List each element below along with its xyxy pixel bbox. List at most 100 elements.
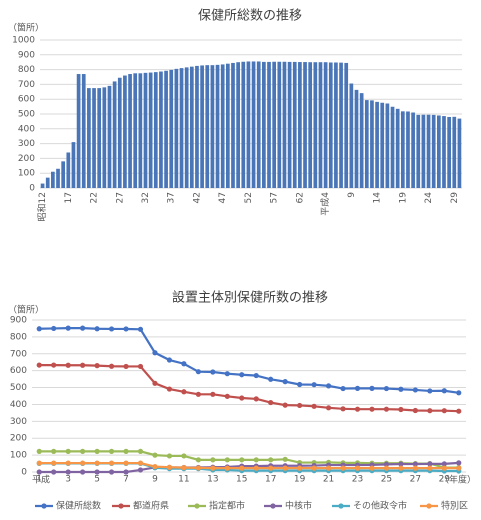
series-point: [456, 390, 462, 396]
x-tick-label: 32: [141, 192, 151, 203]
bar: [421, 114, 426, 188]
y-tick-label: 500: [18, 110, 35, 120]
x-tick-label: 62: [295, 192, 305, 203]
bar: [210, 65, 215, 188]
series-point: [137, 448, 144, 454]
bar: [200, 65, 204, 188]
series-point: [398, 461, 404, 467]
bar: [138, 73, 143, 188]
series-point: [311, 382, 317, 388]
bar: [251, 61, 256, 188]
x-tick-label: 14: [373, 192, 383, 204]
series-point: [268, 399, 274, 406]
x-tick-label: 57: [270, 192, 280, 203]
x-tick-label: 52: [244, 192, 254, 203]
bar: [452, 116, 457, 188]
series-point: [65, 362, 71, 368]
series-point: [427, 461, 433, 467]
legend-swatch: [41, 503, 47, 509]
series-point: [369, 385, 375, 391]
series-point: [195, 369, 201, 375]
x-tick-label: 47: [218, 192, 228, 203]
series-point: [325, 405, 332, 411]
x-tick-label: 1: [36, 475, 42, 485]
bar: [123, 75, 127, 188]
y-tick-label: 900: [10, 316, 27, 326]
series-point: [51, 469, 57, 475]
series-point: [383, 406, 390, 412]
series-point: [51, 325, 57, 332]
series-point: [224, 393, 230, 399]
bar: [328, 62, 333, 188]
series-point: [253, 465, 259, 471]
series-point: [166, 357, 173, 363]
bar: [195, 65, 199, 188]
series-point: [268, 457, 274, 463]
bar: [102, 87, 107, 188]
legend-swatch: [194, 503, 200, 509]
y-tick-label: 0: [21, 468, 27, 478]
bar: [153, 72, 158, 188]
bar: [133, 73, 138, 188]
bar: [303, 62, 307, 188]
bar: [390, 106, 395, 188]
series-point: [340, 385, 346, 392]
series-point: [441, 465, 447, 471]
series-point: [268, 465, 274, 471]
series-point: [94, 326, 100, 332]
x-tick-label: 27: [410, 475, 421, 485]
x-tick-label: 19: [398, 192, 408, 204]
series-point: [195, 457, 201, 463]
bar: [56, 168, 60, 188]
y-tick-label: 500: [10, 383, 27, 393]
series-point: [94, 460, 100, 466]
bar: [313, 62, 318, 189]
bar: [442, 116, 446, 188]
chart-title: 保健所総数の推移: [198, 9, 302, 24]
series-point: [441, 461, 447, 467]
y-tick-label: 100: [18, 169, 35, 179]
legend-label: 指定都市: [209, 500, 245, 512]
x-tick-label: 17: [64, 192, 74, 203]
series-point: [36, 460, 42, 466]
legend-swatch: [270, 503, 276, 509]
series-point: [108, 469, 115, 475]
series-point: [137, 460, 144, 466]
series-point: [80, 325, 86, 331]
series-point: [123, 363, 129, 370]
series-point: [340, 465, 346, 471]
series-point: [456, 460, 462, 466]
bar: [267, 61, 271, 188]
series-point: [80, 362, 86, 368]
series-point: [253, 372, 259, 379]
bar: [112, 81, 117, 188]
y-tick-label: 300: [18, 139, 35, 149]
x-tick-label: 17: [265, 475, 276, 485]
y-tick-label: 100: [10, 451, 27, 461]
series-point: [94, 363, 100, 369]
legend-swatch: [426, 503, 432, 509]
bar: [51, 171, 55, 188]
y-tick-label: 200: [10, 434, 27, 444]
x-tick-label: 昭和12: [37, 192, 48, 221]
bar: [246, 61, 251, 188]
series-point: [108, 363, 115, 369]
bar: [354, 89, 359, 188]
bar: [339, 62, 343, 189]
bar: [431, 114, 436, 188]
series-point: [311, 465, 317, 471]
bar: [395, 108, 400, 188]
bar: [323, 62, 328, 189]
x-tick-label: 3: [65, 475, 71, 485]
series-point: [181, 361, 187, 367]
series-line: [39, 327, 459, 394]
bar: [426, 114, 431, 188]
series-point: [94, 448, 100, 454]
bar: [298, 62, 302, 188]
bar: [411, 112, 415, 188]
chart-title: 設置主体別保健所数の推移: [172, 290, 328, 306]
x-tick-label: 19: [294, 475, 306, 485]
series-point: [152, 350, 158, 356]
y-tick-label: 800: [18, 65, 35, 75]
